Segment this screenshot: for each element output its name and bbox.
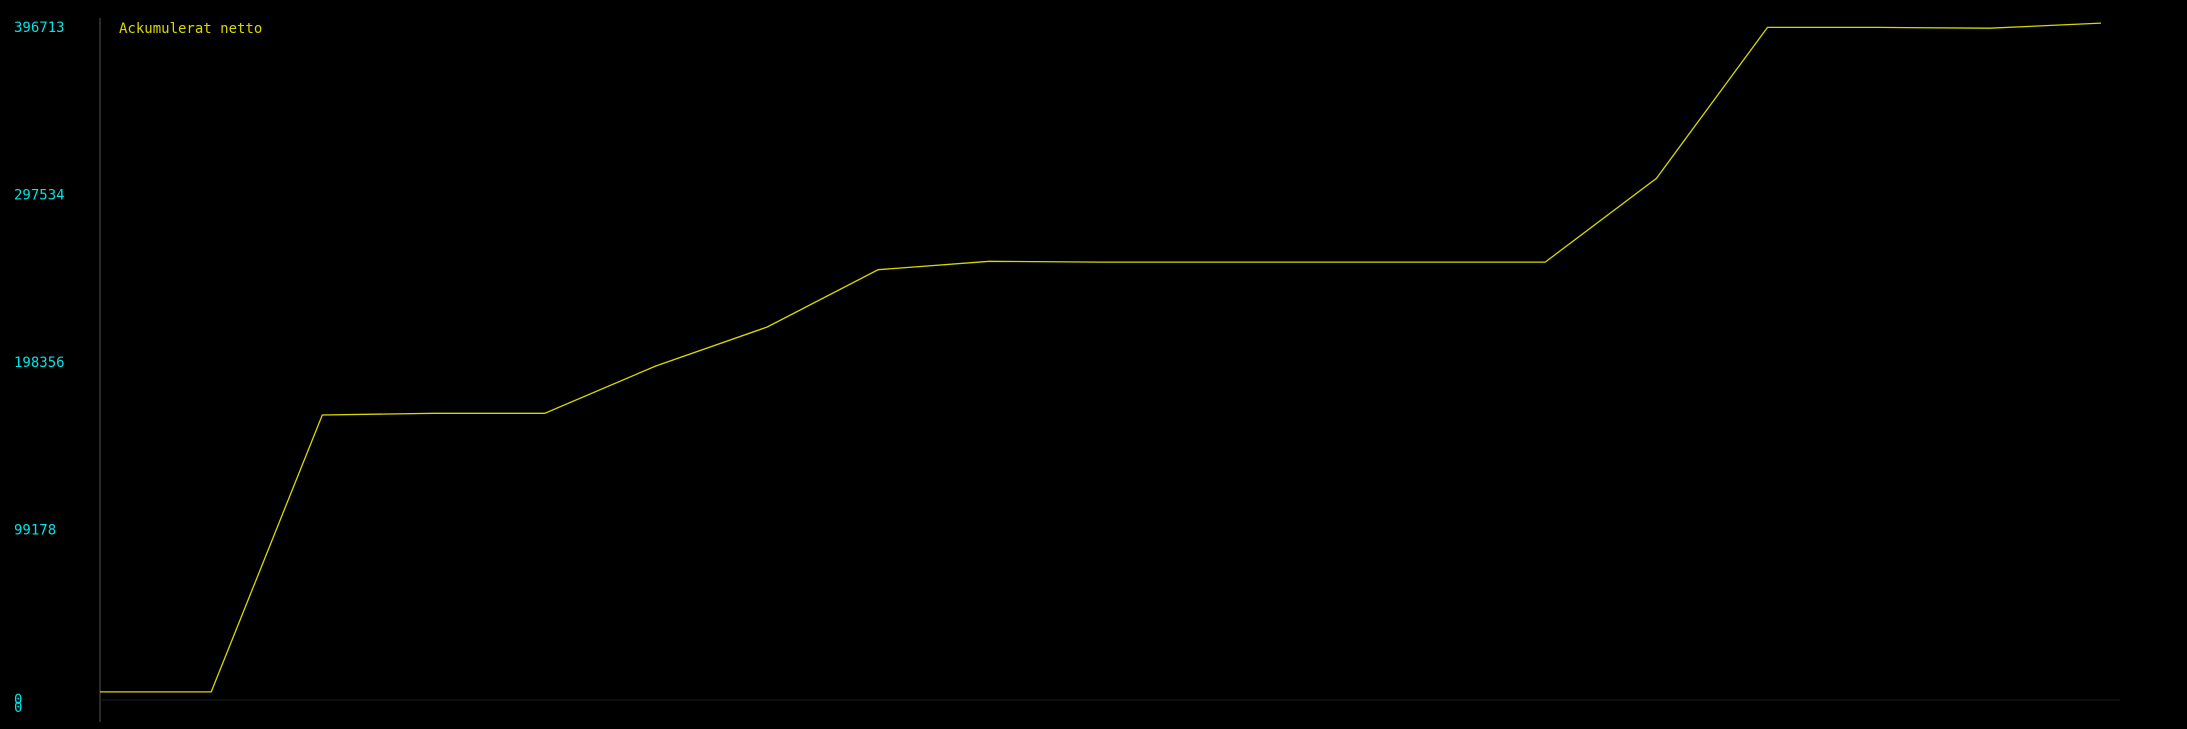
y-tick-label-shadow: 0	[14, 700, 22, 716]
y-tick-labels: 396713 297534 198356 99178 00	[14, 20, 65, 716]
y-tick-label: 297534	[14, 188, 65, 204]
legend-entry: Ackumulerat netto	[119, 21, 262, 37]
y-tick-label: 396713	[14, 20, 65, 36]
y-tick-label: 99178	[14, 523, 56, 539]
series-line	[100, 22, 2102, 693]
series-layer	[100, 22, 2102, 693]
y-tick-label: 0	[14, 692, 22, 708]
y-tick-label: 198356	[14, 355, 65, 371]
